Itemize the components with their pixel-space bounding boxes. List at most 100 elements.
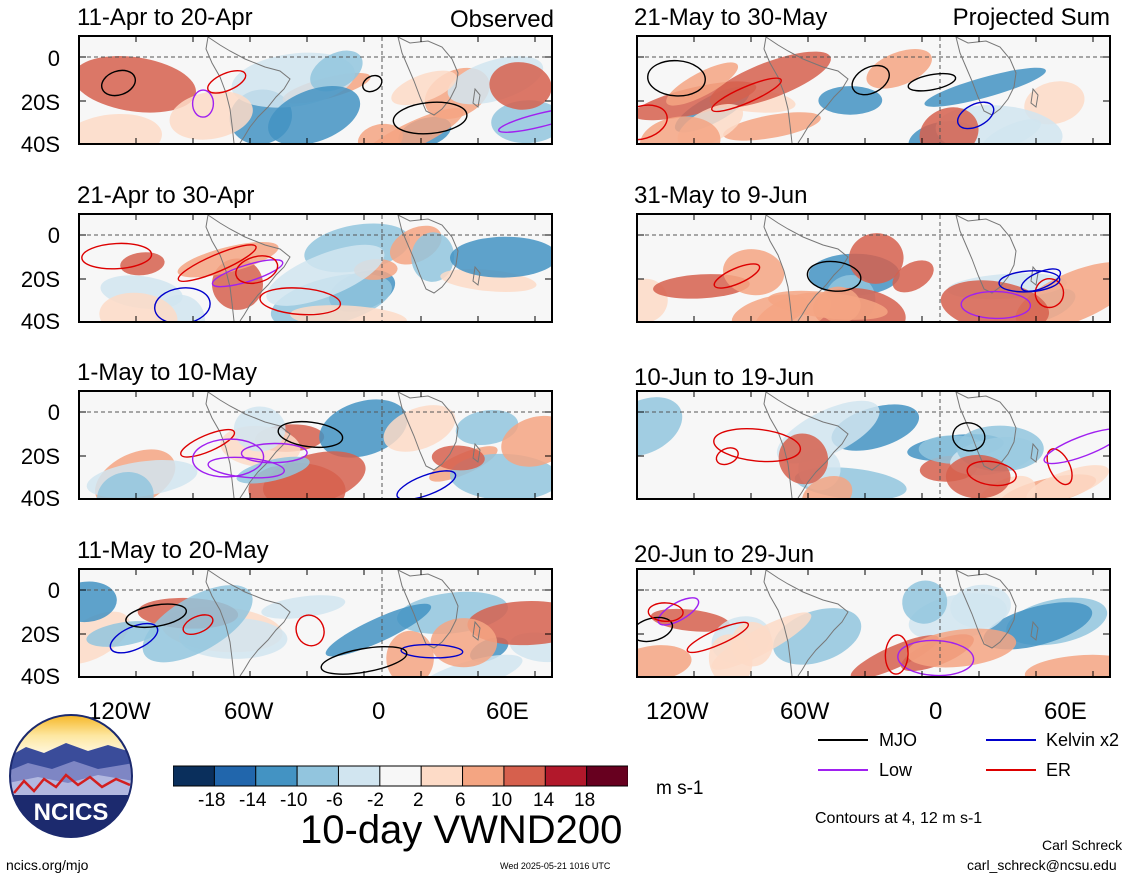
coastline bbox=[763, 392, 793, 498]
colorbar-swatch bbox=[213, 765, 257, 787]
wave-contour bbox=[884, 634, 909, 675]
contours-note: Contours at 4, 12 m s-1 bbox=[815, 810, 983, 827]
coastline bbox=[1030, 442, 1039, 463]
positive-anomaly-region bbox=[430, 618, 498, 668]
map-panel-4 bbox=[78, 568, 553, 678]
author-email[interactable]: carl_schreck@ncsu.edu bbox=[967, 857, 1117, 873]
y-tick-0: 0 bbox=[47, 46, 60, 71]
y-tick-20s: 20S bbox=[20, 622, 60, 647]
legend-line-kelvin bbox=[986, 739, 1036, 741]
legend-label-low: Low bbox=[879, 760, 913, 780]
legend-line-mjo bbox=[818, 739, 868, 741]
site-url[interactable]: ncics.org/mjo bbox=[6, 857, 89, 873]
positive-anomaly-region bbox=[801, 476, 853, 498]
coastline bbox=[763, 570, 793, 676]
wave-contour bbox=[713, 263, 761, 289]
coastline bbox=[207, 392, 291, 498]
map-panel-2 bbox=[78, 213, 553, 323]
wave-contour bbox=[897, 639, 975, 676]
positive-anomaly-region bbox=[290, 305, 407, 321]
coastline bbox=[765, 392, 849, 498]
colorbar-tick-label: 14 bbox=[533, 790, 555, 811]
negative-anomaly-region bbox=[325, 603, 432, 657]
coastline bbox=[763, 37, 793, 143]
positive-anomaly-region bbox=[709, 51, 831, 109]
positive-anomaly-region bbox=[723, 112, 821, 141]
panel-title-3: 1-May to 10-May bbox=[77, 359, 258, 386]
coastline bbox=[955, 392, 1017, 471]
wave-contour bbox=[1020, 268, 1062, 292]
coastline bbox=[397, 570, 459, 649]
positive-anomaly-region bbox=[731, 294, 808, 321]
wave-contour bbox=[191, 89, 215, 118]
negative-anomaly-region bbox=[411, 232, 455, 282]
coastline bbox=[472, 620, 481, 641]
wave-contour bbox=[320, 645, 408, 675]
negative-anomaly-region bbox=[638, 397, 683, 457]
wave-contour bbox=[400, 643, 464, 659]
colorbar-swatch bbox=[503, 765, 546, 787]
coastline bbox=[205, 570, 235, 676]
figure-title: 10-day VWND200 bbox=[300, 808, 623, 852]
positive-anomaly-region bbox=[945, 454, 1011, 498]
positive-anomaly-region bbox=[919, 107, 979, 143]
map-panel-6 bbox=[636, 213, 1111, 323]
wave-contour bbox=[1043, 428, 1109, 465]
x-tick-60e: 60E bbox=[486, 698, 529, 725]
colorbar-tick-label: -2 bbox=[367, 790, 384, 811]
coastline bbox=[205, 37, 235, 143]
wave-contour bbox=[100, 69, 137, 97]
positive-anomaly-region bbox=[817, 286, 861, 321]
panel-title-1: 11-Apr to 20-Apr bbox=[77, 4, 253, 31]
colorbar-swatch bbox=[379, 765, 422, 787]
negative-anomaly-region bbox=[233, 406, 286, 452]
colorbar-tick-label: -6 bbox=[326, 790, 343, 811]
positive-anomaly-region bbox=[1024, 81, 1085, 125]
positive-anomaly-region bbox=[639, 116, 721, 143]
coastline bbox=[207, 215, 291, 321]
x-tick-0: 0 bbox=[372, 698, 386, 725]
colorbar-swatch bbox=[255, 765, 298, 787]
positive-anomaly-region bbox=[653, 274, 750, 299]
wave-contour bbox=[211, 259, 284, 288]
map-panel-3 bbox=[78, 390, 553, 500]
map-panel-7 bbox=[636, 390, 1111, 500]
positive-anomaly-region bbox=[383, 405, 456, 452]
positive-anomaly-region bbox=[391, 70, 457, 106]
wave-contour bbox=[851, 64, 890, 96]
negative-anomaly-region bbox=[818, 86, 883, 115]
wave-contour bbox=[686, 621, 750, 654]
colorbar-swatch bbox=[296, 765, 340, 787]
negative-anomaly-region bbox=[142, 585, 253, 663]
wave-contour bbox=[907, 72, 957, 92]
x-tick-60w: 60W bbox=[780, 698, 830, 725]
y-tick-0: 0 bbox=[47, 223, 60, 248]
wave-contour bbox=[125, 603, 188, 629]
coastline bbox=[1030, 620, 1039, 641]
coastline bbox=[955, 37, 1017, 116]
y-tick-40s: 40S bbox=[20, 664, 60, 689]
y-tick-20s: 20S bbox=[20, 267, 60, 292]
positive-anomaly-region bbox=[848, 233, 904, 284]
colorbar-tick-label: -18 bbox=[198, 790, 226, 811]
wave-contour bbox=[713, 427, 802, 463]
positive-anomaly-region bbox=[708, 634, 753, 676]
wave-contour bbox=[952, 422, 986, 452]
ncics-logo: NCICS bbox=[8, 713, 134, 839]
panel-title-6: 31-May to 9-Jun bbox=[634, 182, 808, 209]
logo-text: NCICS bbox=[34, 799, 109, 826]
map-panel-8 bbox=[636, 568, 1111, 678]
coastline bbox=[955, 570, 1017, 649]
negative-anomaly-region bbox=[455, 409, 519, 446]
negative-anomaly-region bbox=[261, 595, 346, 619]
colorbar-swatch bbox=[420, 765, 464, 787]
colorbar-tick-label: 10 bbox=[491, 790, 513, 811]
y-tick-20s: 20S bbox=[20, 90, 60, 115]
wave-contour bbox=[207, 69, 247, 94]
colorbar-swatch bbox=[337, 765, 381, 787]
coastline bbox=[765, 215, 849, 321]
wave-contour bbox=[647, 59, 706, 97]
author-name: Carl Schreck bbox=[1042, 837, 1123, 853]
map-panel-1 bbox=[78, 35, 553, 145]
colorbar-swatch bbox=[173, 765, 216, 787]
